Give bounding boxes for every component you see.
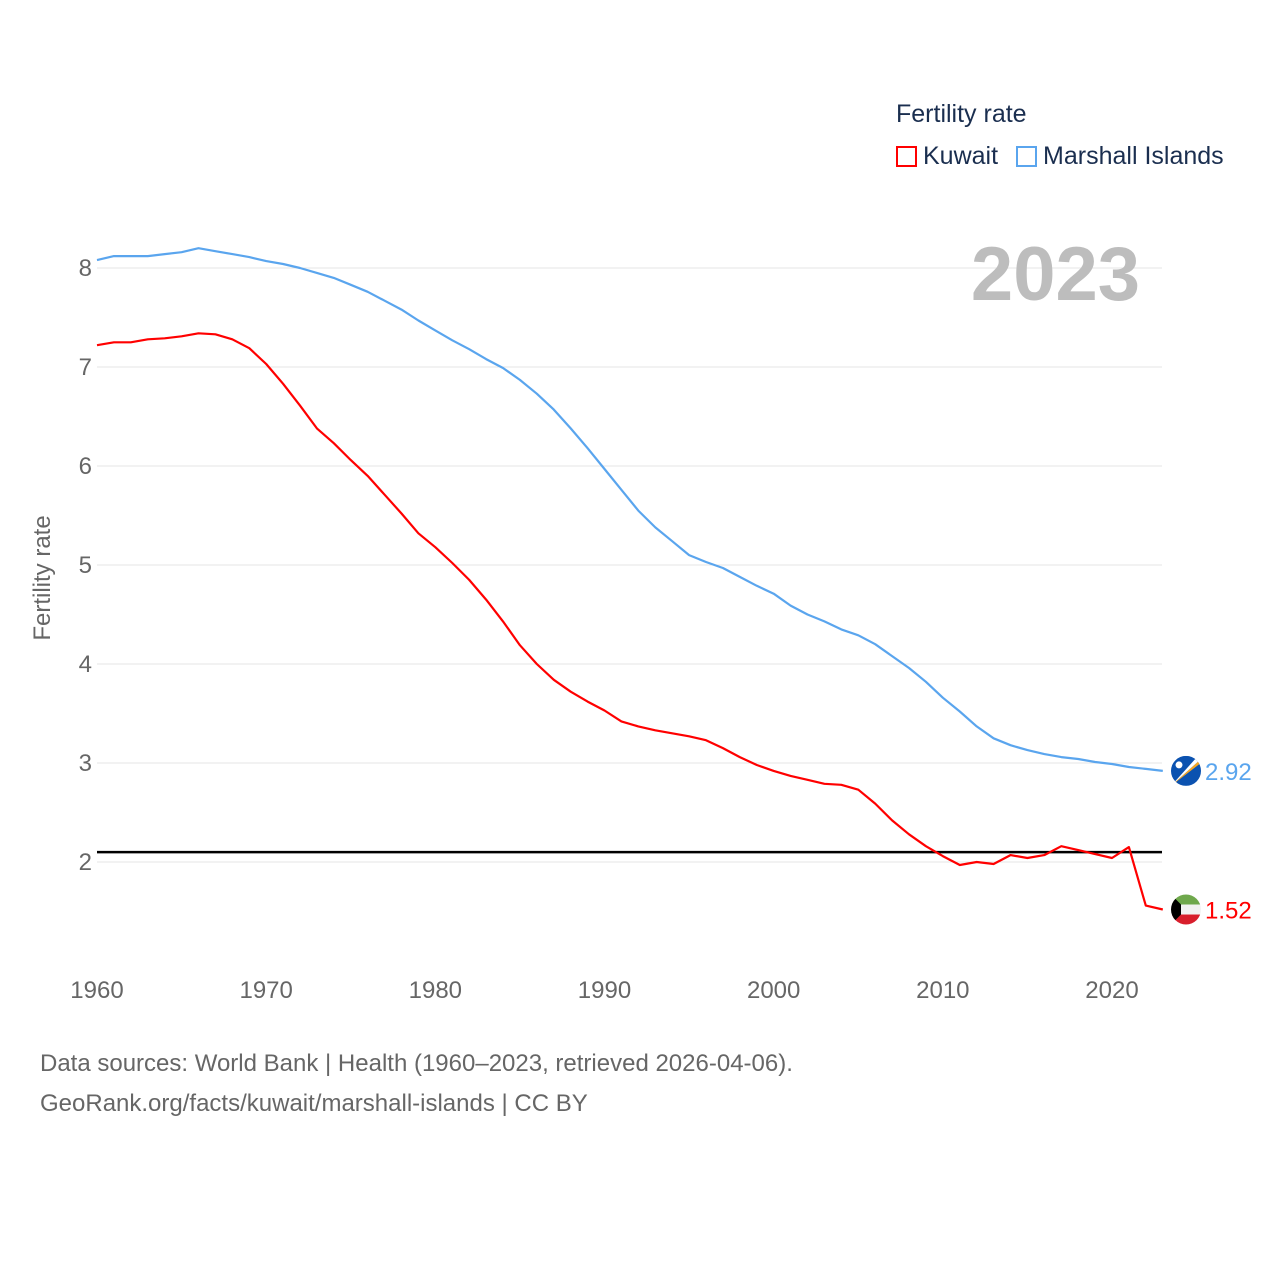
legend-swatch-marshall-islands [1016,146,1038,167]
gridlines [97,267,1162,863]
legend-label: Marshall Islands [1043,142,1224,170]
flag-stripe-white [1171,904,1201,915]
year-watermark: 2023 [971,232,1140,317]
series-line-marshall-islands [96,247,1163,772]
x-tick-label: 1990 [578,977,631,1004]
legend: Kuwait Marshall Islands [896,142,1242,171]
y-tick-label: 5 [79,552,92,579]
y-axis-label: Fertility rate [29,515,56,640]
y-tick-label: 8 [79,255,92,282]
legend-item-kuwait[interactable]: Kuwait [896,142,998,171]
flag-ray-white [1171,755,1201,786]
end-value-label: 1.52 [1205,898,1252,925]
x-tick-label: 1960 [70,977,123,1004]
y-tick-label: 2 [79,849,92,876]
end-value-label: 2.92 [1205,759,1252,786]
end-marker-kuwait: 1.52 [1171,894,1252,925]
x-tick-label: 2010 [916,977,969,1004]
x-tick-label: 2020 [1085,977,1138,1004]
legend-item-marshall-islands[interactable]: Marshall Islands [1016,142,1224,171]
y-tick-label: 4 [79,651,92,678]
marshall-islands-flag-icon [1171,755,1201,786]
x-axis-ticks: 1960 1970 1980 1990 2000 2010 2020 [70,977,1138,1004]
kuwait-flag-icon [1171,894,1201,925]
end-markers: 1.52 2.92 [1171,755,1252,925]
end-marker-marshall-islands: 2.92 [1171,755,1252,786]
flag-stripe-green [1171,894,1201,905]
legend-swatch-kuwait [896,146,917,167]
y-axis-ticks: 2 3 4 5 6 7 8 [79,255,92,876]
legend-title: Fertility rate [896,100,1027,128]
flag-star [1175,761,1183,769]
x-tick-label: 2000 [747,977,800,1004]
series-lines [96,247,1164,911]
flag-stripe-red [1171,914,1201,925]
data-sources: Data sources: World Bank | Health (1960–… [40,1050,793,1077]
legend-label: Kuwait [923,142,999,170]
x-tick-label: 1980 [409,977,462,1004]
x-tick-label: 1970 [239,977,292,1004]
y-tick-label: 3 [79,750,92,777]
series-line-kuwait [96,332,1164,911]
source-link[interactable]: GeoRank.org/facts/kuwait/marshall-island… [40,1090,588,1117]
y-tick-label: 7 [79,354,92,381]
flag-trapezoid-black [1171,894,1181,925]
footer: Data sources: World Bank | Health (1960–… [40,1044,793,1124]
y-tick-label: 6 [79,453,92,480]
